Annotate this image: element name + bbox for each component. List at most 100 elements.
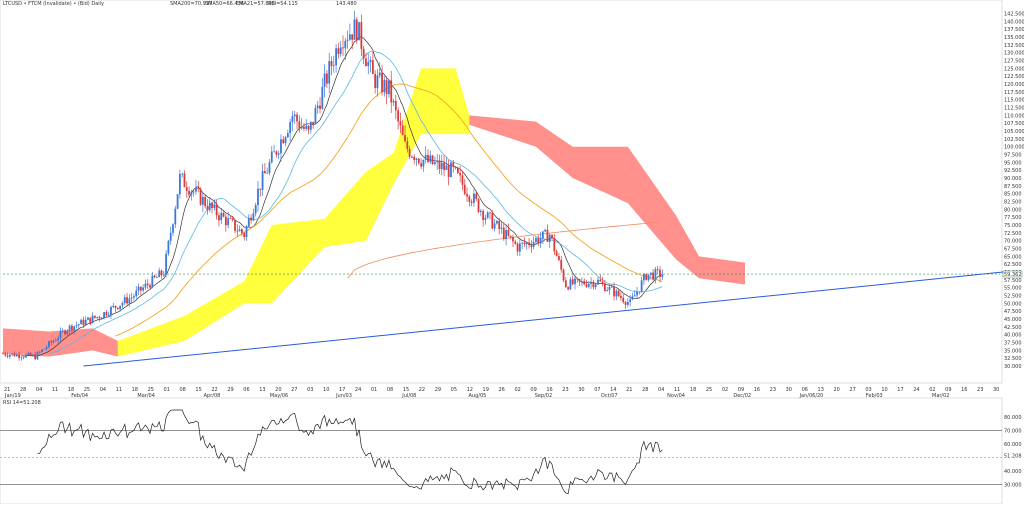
candle-body bbox=[459, 172, 462, 176]
date-day-label: 21 bbox=[626, 387, 632, 393]
candle-body bbox=[238, 229, 241, 232]
candle-body bbox=[142, 287, 145, 291]
date-day-label: 30 bbox=[993, 387, 999, 393]
price-tick-label: 82.500 bbox=[1004, 200, 1022, 206]
price-tick-label: 127.500 bbox=[1004, 59, 1024, 65]
candle-body bbox=[450, 162, 452, 178]
candle-body bbox=[71, 325, 73, 331]
price-tick-label: 80.000 bbox=[1004, 207, 1022, 213]
date-day-label: 03 bbox=[865, 387, 871, 393]
candle-body bbox=[259, 188, 262, 190]
candle-body bbox=[110, 307, 112, 315]
date-day-label: 02 bbox=[514, 387, 520, 393]
candle-body bbox=[406, 141, 409, 150]
candle-body bbox=[592, 281, 595, 288]
candle-body bbox=[183, 173, 186, 188]
price-tick-label: 32.500 bbox=[1004, 356, 1022, 362]
candle-body bbox=[498, 220, 501, 229]
candle-body bbox=[438, 160, 441, 169]
candle-body bbox=[555, 251, 558, 257]
candle-body bbox=[562, 269, 565, 281]
candle-body bbox=[553, 238, 556, 252]
date-day-label: 01 bbox=[164, 387, 170, 393]
candle-body bbox=[107, 314, 110, 316]
candle-body bbox=[165, 253, 168, 276]
candle-body bbox=[615, 290, 618, 297]
candle-body bbox=[429, 155, 432, 162]
candle-body bbox=[321, 86, 324, 109]
candle-body bbox=[222, 212, 225, 217]
date-day-label: 16 bbox=[754, 387, 760, 393]
rsi-tick-label: 30.000 bbox=[1004, 483, 1022, 489]
candle-body bbox=[50, 341, 53, 343]
candle-body bbox=[638, 291, 641, 293]
candle-body bbox=[569, 279, 572, 290]
candle-body bbox=[112, 305, 115, 308]
candle-body bbox=[496, 220, 498, 224]
candle-body bbox=[608, 286, 611, 291]
candle-body bbox=[397, 110, 400, 122]
candle-body bbox=[433, 162, 436, 165]
date-day-label: 15 bbox=[403, 387, 409, 393]
price-tick-label: 35.000 bbox=[1004, 348, 1022, 354]
candle-body bbox=[303, 126, 305, 129]
candle-body bbox=[530, 245, 533, 247]
date-day-label: 11 bbox=[674, 387, 680, 393]
candle-body bbox=[139, 286, 142, 291]
date-day-label: 10 bbox=[323, 387, 329, 393]
trendline-group bbox=[3, 271, 1004, 367]
candle-body bbox=[229, 218, 232, 220]
candle-body bbox=[87, 317, 89, 320]
rsi-tick-label: 51.208 bbox=[1004, 454, 1022, 460]
candle-body bbox=[247, 217, 250, 227]
price-tick-label: 30.000 bbox=[1004, 364, 1022, 370]
date-day-label: 23 bbox=[977, 387, 983, 393]
date-day-label: 08 bbox=[387, 387, 393, 393]
candle-body bbox=[656, 269, 659, 270]
candle-body bbox=[174, 208, 177, 225]
date-day-label: 27 bbox=[849, 387, 855, 393]
candle-body bbox=[443, 162, 445, 171]
candle-body bbox=[486, 212, 489, 218]
candle-body bbox=[93, 315, 96, 318]
price-tick-label: 140.000 bbox=[1004, 19, 1024, 25]
date-day-label: 29 bbox=[435, 387, 441, 393]
candle-body bbox=[162, 275, 165, 276]
candle-body bbox=[371, 60, 374, 74]
candle-body bbox=[158, 270, 161, 278]
date-month-label: Apr/08 bbox=[204, 393, 221, 399]
date-day-label: 10 bbox=[881, 387, 887, 393]
price-tick-label: 45.000 bbox=[1004, 317, 1022, 323]
rsi-tick-label: 40.000 bbox=[1004, 469, 1022, 475]
candle-body bbox=[153, 275, 156, 278]
date-day-label: 09 bbox=[530, 387, 536, 393]
candle-body bbox=[431, 155, 434, 165]
price-tick-label: 77.500 bbox=[1004, 215, 1022, 221]
candle-body bbox=[213, 204, 216, 209]
candle-body bbox=[245, 226, 248, 238]
candle-body bbox=[236, 230, 239, 232]
candle-body bbox=[376, 75, 379, 89]
date-day-label: 16 bbox=[961, 387, 967, 393]
date-day-label: 22 bbox=[211, 387, 217, 393]
candle-body bbox=[523, 242, 526, 245]
candle-body bbox=[362, 48, 365, 59]
candle-body bbox=[176, 194, 179, 209]
price-tick-label: 130.000 bbox=[1004, 51, 1024, 57]
candle-body bbox=[351, 34, 354, 40]
candle-body bbox=[52, 340, 55, 343]
candle-body bbox=[77, 324, 80, 326]
candle-body bbox=[208, 202, 211, 211]
candle-body bbox=[305, 125, 308, 129]
main-panel-frame bbox=[0, 0, 1003, 384]
price-tick-label: 115.000 bbox=[1004, 98, 1024, 104]
candle-body bbox=[273, 151, 275, 153]
candle-body bbox=[312, 121, 315, 125]
price-tick-label: 37.500 bbox=[1004, 341, 1022, 347]
cloud-bull bbox=[117, 68, 470, 357]
candle-body bbox=[610, 286, 613, 288]
candle-body bbox=[234, 220, 236, 231]
candle-body bbox=[344, 40, 347, 49]
legend-sma50: SMA50=66.436 bbox=[205, 1, 244, 7]
candle-body bbox=[160, 270, 163, 276]
